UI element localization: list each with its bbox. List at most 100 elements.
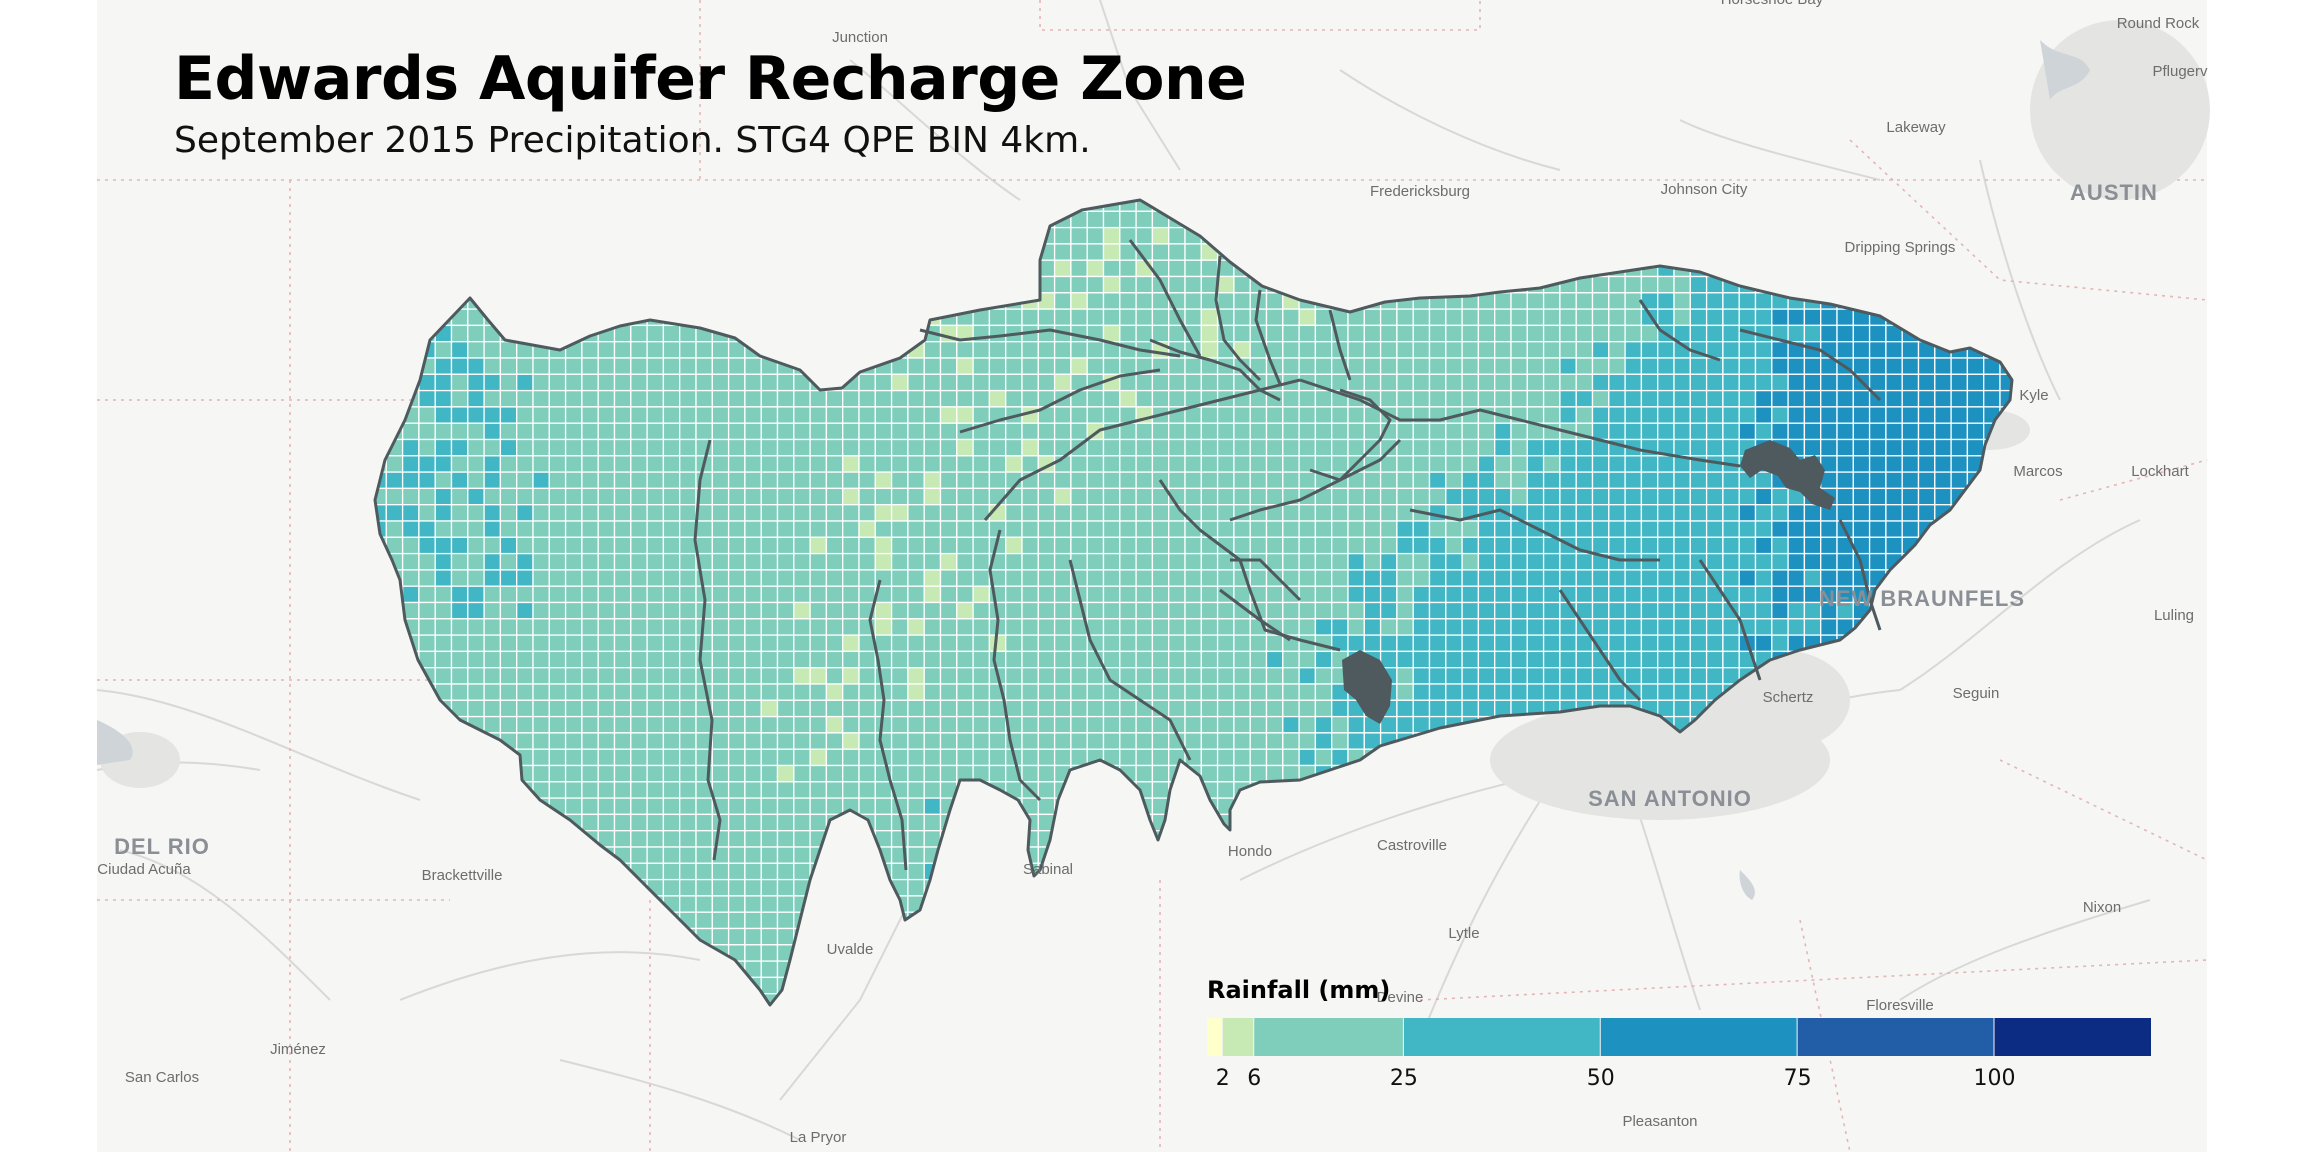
rainfall-cell (1934, 455, 1952, 473)
rainfall-cell (972, 732, 991, 750)
rainfall-cell (1037, 422, 1056, 441)
rainfall-cell (1510, 373, 1528, 392)
rainfall-cell (450, 601, 469, 620)
rainfall-cell (532, 406, 550, 424)
rainfall-cell (1412, 455, 1431, 473)
rainfall-cell (1070, 308, 1088, 327)
rainfall-cell (1053, 634, 1072, 653)
rainfall-cell (1412, 569, 1431, 587)
rainfall-cell (711, 618, 730, 636)
rainfall-cell (1494, 585, 1512, 604)
rainfall-cell (1820, 308, 1838, 327)
rainfall-cell (679, 341, 697, 359)
rainfall-cell (597, 536, 616, 555)
rainfall-cell (1070, 715, 1088, 734)
rainfall-cell (532, 552, 550, 571)
rainfall-cell (1379, 308, 1398, 327)
rainfall-cell (1559, 552, 1577, 571)
rainfall-cell (1852, 504, 1871, 522)
rainfall-cell (1494, 650, 1512, 669)
rainfall-cell (744, 487, 762, 506)
rainfall-cell (1722, 618, 1740, 636)
rainfall-cell (939, 699, 958, 718)
rainfall-cell (1689, 438, 1708, 457)
rainfall-cell (1249, 569, 1268, 587)
rainfall-cell (1200, 373, 1219, 392)
rainfall-cell (695, 813, 713, 832)
rainfall-cell (956, 471, 974, 490)
rainfall-cell (1086, 455, 1105, 473)
rainfall-cell (581, 471, 599, 490)
rainfall-cell (1314, 520, 1333, 538)
rainfall-cell (1494, 422, 1512, 441)
rainfall-cell (1168, 471, 1186, 490)
rainfall-cell (744, 683, 762, 701)
rainfall-cell (1086, 520, 1105, 538)
rainfall-cell (711, 585, 730, 604)
rainfall-cell (1803, 373, 1822, 392)
rainfall-cell (1428, 601, 1447, 620)
rainfall-cell (1624, 308, 1643, 327)
rainfall-cell (907, 732, 925, 750)
rainfall-cell (825, 715, 844, 734)
rainfall-cell (858, 569, 876, 587)
rainfall-cell (1168, 683, 1186, 701)
rainfall-cell (956, 748, 974, 767)
rainfall-cell (1184, 552, 1202, 571)
rainfall-cell (1771, 504, 1789, 522)
rainfall-cell (1379, 536, 1398, 555)
rainfall-cell (581, 504, 599, 522)
rainfall-cell (613, 781, 632, 799)
rainfall-cell (1640, 324, 1659, 343)
rainfall-cell (711, 455, 730, 473)
rainfall-cell (1135, 292, 1154, 310)
rainfall-cell (1559, 520, 1577, 538)
rainfall-cell (1461, 601, 1480, 620)
rainfall-cell (679, 830, 697, 848)
rainfall-cell (1282, 438, 1300, 457)
rainfall-cell (972, 520, 991, 538)
rainfall-cell (793, 862, 811, 881)
rainfall-cell (1314, 536, 1333, 555)
rainfall-cell (1233, 634, 1251, 653)
rainfall-cell (1086, 552, 1105, 571)
rainfall-cell (727, 487, 746, 506)
rainfall-cell (1037, 748, 1056, 767)
rainfall-cell (564, 406, 583, 424)
rainfall-cell (858, 667, 876, 685)
rainfall-cell (1820, 552, 1838, 571)
rainfall-cell (646, 601, 665, 620)
rainfall-cell (450, 357, 469, 375)
rainfall-cell (1233, 699, 1251, 718)
rainfall-cell (1428, 504, 1447, 522)
rainfall-cell (1396, 487, 1414, 506)
rainfall-cell (1559, 406, 1577, 424)
rainfall-cell (1347, 438, 1365, 457)
rainfall-cell (499, 634, 518, 653)
rainfall-cell (1053, 536, 1072, 555)
rainfall-cell (1771, 406, 1789, 424)
rainfall-cell (1021, 422, 1039, 441)
rainfall-cell (1119, 210, 1137, 229)
rainfall-cell (1216, 292, 1235, 310)
rainfall-cell (401, 438, 420, 457)
rainfall-cell (1917, 406, 1936, 424)
rainfall-cell (1298, 389, 1317, 408)
rainfall-cell (1738, 341, 1757, 359)
rainfall-cell (939, 748, 958, 767)
rainfall-cell (1070, 699, 1088, 718)
rainfall-cell (1771, 552, 1789, 571)
rainfall-cell (842, 536, 860, 555)
rainfall-cell (1119, 292, 1137, 310)
rainfall-cell (1021, 667, 1039, 685)
rainfall-cell (1396, 552, 1414, 571)
rainfall-cell (1168, 585, 1186, 604)
rainfall-cell (613, 520, 632, 538)
rainfall-cell (581, 797, 599, 816)
rainfall-cell (1200, 259, 1219, 278)
rainfall-cell (695, 341, 713, 359)
rainfall-cell (1119, 520, 1137, 538)
rainfall-cell (1298, 504, 1317, 522)
rainfall-cell (499, 373, 518, 392)
